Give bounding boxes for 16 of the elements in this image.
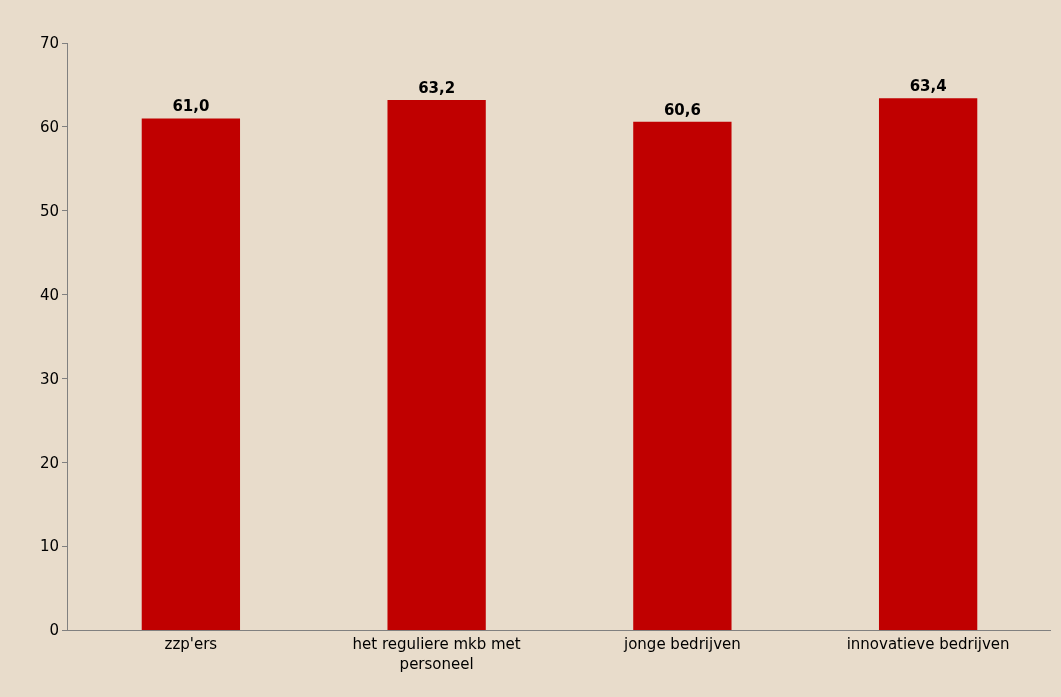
y-tick-label: 0 xyxy=(49,621,59,640)
x-tick-label: zzp'ers xyxy=(164,635,218,653)
x-tick-label: innovatieve bedrijven xyxy=(846,635,1010,653)
y-tick-label: 50 xyxy=(39,201,59,220)
data-label: 61,0 xyxy=(172,97,210,116)
y-tick-label: 20 xyxy=(39,453,59,472)
data-label: 63,4 xyxy=(909,77,947,96)
y-tick-label: 60 xyxy=(39,118,59,137)
data-label: 60,6 xyxy=(663,100,701,119)
data-label: 63,2 xyxy=(418,79,456,98)
y-tick-label: 70 xyxy=(39,34,59,53)
y-tick-label: 30 xyxy=(39,369,59,388)
y-tick-label: 10 xyxy=(39,537,59,556)
x-tick-label: jonge bedrijven xyxy=(623,635,741,653)
y-tick-label: 40 xyxy=(39,285,59,304)
x-tick-label: het reguliere mkb met personeel xyxy=(352,635,521,673)
